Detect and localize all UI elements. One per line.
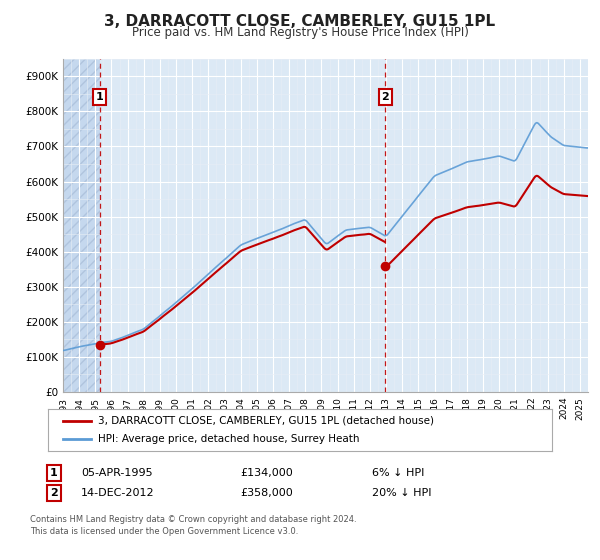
Text: 3, DARRACOTT CLOSE, CAMBERLEY, GU15 1PL (detached house): 3, DARRACOTT CLOSE, CAMBERLEY, GU15 1PL … <box>98 416 434 426</box>
Text: 2: 2 <box>50 488 58 498</box>
Bar <box>63 59 100 392</box>
Text: £134,000: £134,000 <box>240 468 293 478</box>
Text: 20% ↓ HPI: 20% ↓ HPI <box>372 488 431 498</box>
Text: Contains HM Land Registry data © Crown copyright and database right 2024.: Contains HM Land Registry data © Crown c… <box>30 515 356 524</box>
Text: 6% ↓ HPI: 6% ↓ HPI <box>372 468 424 478</box>
Text: 1: 1 <box>50 468 58 478</box>
Text: This data is licensed under the Open Government Licence v3.0.: This data is licensed under the Open Gov… <box>30 528 298 536</box>
Text: 1: 1 <box>96 92 104 102</box>
Text: 3, DARRACOTT CLOSE, CAMBERLEY, GU15 1PL: 3, DARRACOTT CLOSE, CAMBERLEY, GU15 1PL <box>104 14 496 29</box>
Text: HPI: Average price, detached house, Surrey Heath: HPI: Average price, detached house, Surr… <box>98 434 360 444</box>
Text: 2: 2 <box>382 92 389 102</box>
Text: Price paid vs. HM Land Registry's House Price Index (HPI): Price paid vs. HM Land Registry's House … <box>131 26 469 39</box>
Text: 14-DEC-2012: 14-DEC-2012 <box>81 488 155 498</box>
Text: £358,000: £358,000 <box>240 488 293 498</box>
Text: 05-APR-1995: 05-APR-1995 <box>81 468 152 478</box>
